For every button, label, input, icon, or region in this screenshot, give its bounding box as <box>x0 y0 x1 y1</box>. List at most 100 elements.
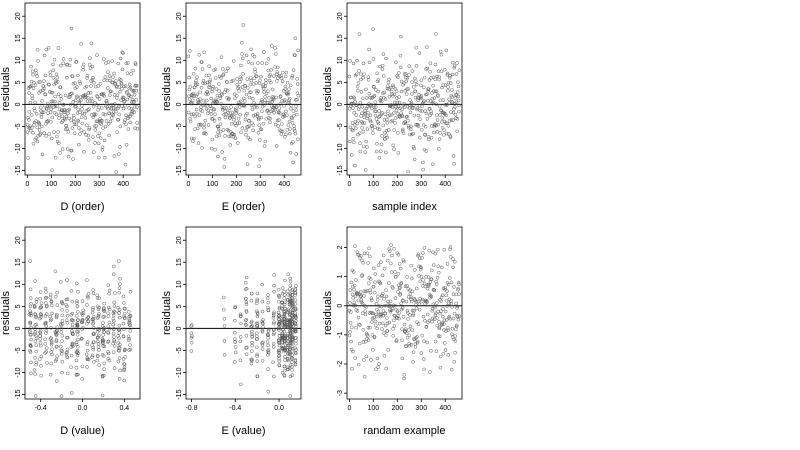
data-point <box>401 299 405 303</box>
data-point <box>287 302 292 306</box>
data-point <box>28 333 33 337</box>
data-point <box>261 121 266 126</box>
x-tick-label: 200 <box>230 181 242 188</box>
data-point <box>237 105 242 109</box>
data-point <box>354 113 359 117</box>
data-point <box>373 125 377 130</box>
data-point <box>450 326 455 331</box>
data-point <box>434 282 439 286</box>
data-point <box>90 77 95 82</box>
data-point <box>425 340 430 345</box>
data-point <box>437 334 442 339</box>
data-point <box>411 350 416 354</box>
data-point <box>99 122 103 126</box>
data-point <box>428 99 433 103</box>
data-point <box>236 85 241 89</box>
data-point <box>394 60 398 65</box>
y-tick-label: -10 <box>15 367 22 377</box>
data-point <box>80 111 85 116</box>
data-point <box>390 306 395 311</box>
data-point <box>71 81 76 86</box>
data-point <box>367 91 372 96</box>
data-point <box>288 283 293 288</box>
data-point <box>108 78 112 83</box>
plot-frame <box>346 226 463 400</box>
data-point <box>255 352 259 357</box>
data-point <box>351 349 355 354</box>
data-point <box>237 89 241 93</box>
data-point <box>121 51 125 55</box>
data-point <box>392 313 396 318</box>
data-point <box>29 325 33 330</box>
data-point <box>26 156 30 160</box>
data-point <box>257 116 261 120</box>
data-point <box>394 338 399 342</box>
data-point <box>288 276 292 281</box>
data-point <box>384 129 389 133</box>
data-point <box>380 321 385 326</box>
data-point <box>392 128 396 132</box>
data-point <box>63 93 68 98</box>
data-point <box>379 260 383 264</box>
data-point <box>293 287 298 291</box>
data-point <box>350 292 355 297</box>
data-point <box>70 322 75 327</box>
data-point <box>75 349 80 353</box>
data-point <box>250 53 255 57</box>
data-point <box>360 273 365 277</box>
data-point <box>99 106 104 110</box>
data-point <box>47 132 51 136</box>
data-point <box>34 362 38 367</box>
data-point <box>78 132 82 136</box>
data-point <box>36 134 40 138</box>
data-point <box>375 326 379 331</box>
data-point <box>375 141 379 146</box>
data-point <box>76 73 80 78</box>
data-point <box>53 104 58 109</box>
data-point <box>368 277 373 281</box>
data-point <box>288 287 292 291</box>
data-point <box>113 310 117 314</box>
data-point <box>349 339 353 344</box>
data-point <box>427 78 432 82</box>
data-point <box>255 345 259 350</box>
data-point <box>381 313 385 318</box>
data-point <box>355 292 359 297</box>
data-point <box>359 298 364 302</box>
data-point <box>212 119 217 123</box>
data-point <box>288 292 293 296</box>
data-point <box>65 75 69 80</box>
data-point <box>381 253 386 258</box>
data-point <box>86 319 91 324</box>
data-point <box>292 127 297 131</box>
data-point <box>440 322 444 327</box>
data-point <box>273 46 277 50</box>
data-point <box>249 357 254 362</box>
data-point <box>277 299 281 304</box>
data-point <box>233 360 237 364</box>
data-point <box>256 131 261 135</box>
data-point <box>269 68 274 72</box>
data-point <box>437 104 442 108</box>
data-point <box>379 96 383 100</box>
data-point <box>70 126 75 130</box>
data-point <box>429 109 433 113</box>
data-point <box>351 296 355 300</box>
plot-frame <box>185 2 302 176</box>
data-point <box>368 254 372 259</box>
data-point <box>232 92 237 96</box>
data-point <box>267 95 271 100</box>
data-point <box>426 275 431 279</box>
data-point <box>222 112 226 117</box>
data-point <box>357 69 361 73</box>
data-point <box>32 304 37 309</box>
data-point <box>95 329 100 334</box>
data-point <box>294 319 298 323</box>
data-point <box>79 98 83 102</box>
data-point <box>283 368 287 373</box>
data-point <box>69 353 74 358</box>
data-point <box>107 74 112 78</box>
data-point <box>191 91 195 96</box>
data-point <box>406 124 411 128</box>
data-point <box>374 367 378 372</box>
